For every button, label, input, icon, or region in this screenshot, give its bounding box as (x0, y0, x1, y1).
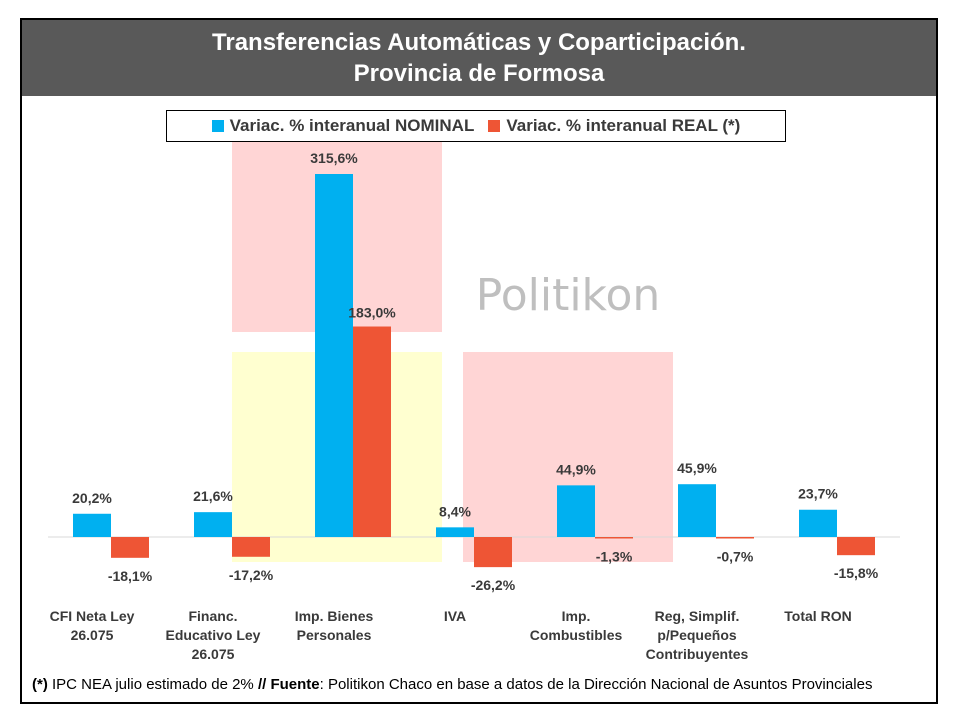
footnote-text-2: : Politikon Chaco en base a datos de la … (319, 676, 873, 693)
bar-real-3 (474, 537, 512, 568)
bar-nominal-0 (73, 513, 111, 537)
bar-nominal-5 (678, 484, 716, 537)
value-label-nominal-1: 21,6% (193, 488, 233, 504)
footnote-separator: // (257, 676, 267, 693)
value-label-real-1: -17,2% (229, 567, 274, 583)
bars-group (73, 174, 875, 568)
category-label-3-line-0: IVA (444, 608, 466, 624)
legend: Variac. % interanual NOMINAL Variac. % i… (166, 110, 786, 142)
category-label-2-line-0: Imp. Bienes (295, 608, 374, 624)
bar-nominal-1 (194, 512, 232, 537)
category-label-0-line-0: CFI Neta Ley (50, 608, 135, 624)
title-bar: Transferencias Automáticas y Coparticipa… (22, 20, 936, 96)
legend-item-real: Variac. % interanual REAL (*) (488, 116, 740, 136)
bar-real-4 (595, 537, 633, 539)
footnote-source-label: Fuente (266, 676, 320, 693)
category-label-1-line-2: 26.075 (192, 646, 235, 662)
legend-swatch-real (488, 120, 501, 132)
bar-real-1 (232, 537, 270, 557)
bar-nominal-4 (557, 485, 595, 537)
chart-title-line-2: Provincia de Formosa (353, 60, 605, 87)
value-label-real-3: -26,2% (471, 577, 516, 593)
value-label-nominal-6: 23,7% (798, 486, 838, 502)
category-label-1-line-1: Educativo Ley (166, 627, 261, 643)
category-label-4-line-0: Imp. (562, 608, 591, 624)
bar-nominal-3 (436, 527, 474, 537)
bar-real-2 (353, 326, 391, 537)
bar-nominal-6 (799, 509, 837, 537)
category-label-4-line-1: Combustibles (530, 627, 623, 643)
politikon-logo: Politikon (232, 128, 673, 562)
category-label-1-line-0: Financ. (188, 608, 237, 624)
value-label-real-4: -1,3% (596, 549, 633, 565)
category-label-2-line-1: Personales (297, 627, 372, 643)
category-labels-group: CFI Neta Ley 26.075 Financ. Educativo Ley 26… (50, 608, 852, 662)
value-labels-group: 20,2% -18,1% 21,6% -17,2% 315,6% 183,0% 8,4% -2… (72, 150, 879, 593)
value-label-nominal-4: 44,9% (556, 461, 596, 477)
bar-real-5 (716, 537, 754, 539)
legend-swatch-nominal (211, 120, 224, 132)
footnote: (*) IPC NEA julio estimado de 2% // Fuen… (32, 676, 932, 693)
footnote-mark: (*) (32, 676, 48, 693)
value-label-real-2: 183,0% (348, 305, 396, 321)
value-label-nominal-2: 315,6% (310, 150, 358, 166)
legend-label-nominal: Variac. % interanual NOMINAL (229, 116, 475, 135)
value-label-nominal-0: 20,2% (72, 490, 112, 506)
footnote-text-1: IPC NEA julio estimado de 2% (47, 676, 258, 693)
chart-title-line-1: Transferencias Automáticas y Coparticipa… (212, 29, 746, 56)
bar-real-6 (837, 537, 875, 556)
category-label-5-line-1: p/Pequeños (657, 627, 737, 643)
legend-label-real: Variac. % interanual REAL (*) (506, 116, 741, 135)
value-label-real-0: -18,1% (108, 568, 153, 584)
watermark-text: Politikon (476, 270, 661, 321)
category-label-5-line-2: Contribuyentes (646, 646, 749, 662)
category-label-6-line-0: Total RON (784, 608, 851, 624)
category-label-5-line-0: Reg, Simplif. (655, 608, 740, 624)
bar-nominal-2 (315, 174, 353, 537)
bar-real-0 (111, 537, 149, 558)
value-label-nominal-3: 8,4% (439, 503, 471, 519)
category-label-0-line-1: 26.075 (71, 627, 114, 643)
legend-item-nominal: Variac. % interanual NOMINAL (211, 116, 475, 136)
value-label-real-6: -15,8% (834, 565, 879, 581)
value-label-nominal-5: 45,9% (677, 460, 717, 476)
value-label-real-5: -0,7% (717, 549, 754, 565)
